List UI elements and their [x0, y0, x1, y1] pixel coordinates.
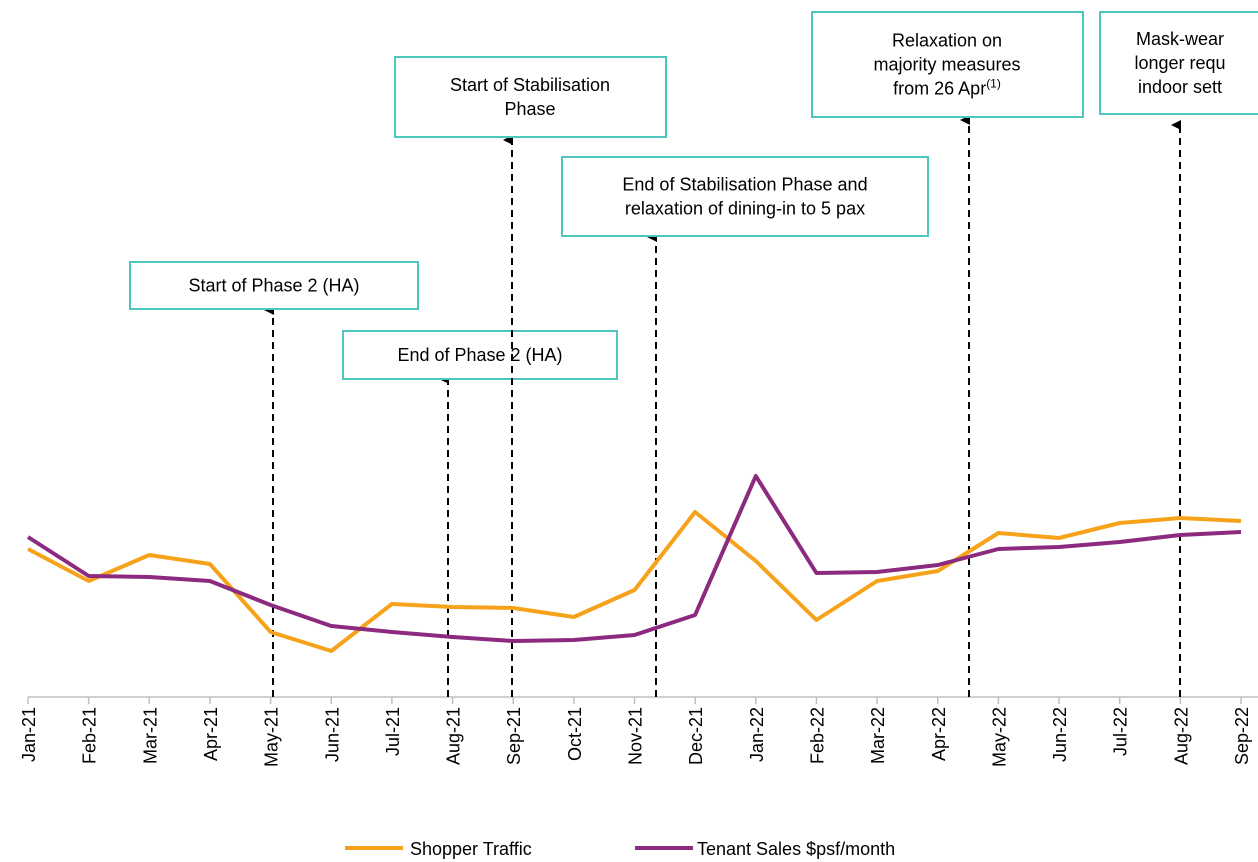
x-tick-label: Jan-22: [747, 707, 767, 762]
annotation-text: Phase: [504, 99, 555, 119]
x-tick-label: Sep-21: [504, 707, 524, 765]
annotation-text: majority measures: [873, 55, 1020, 75]
x-tick-label: Feb-21: [80, 707, 100, 764]
annotation-box: [1099, 11, 1258, 115]
annotation-box: [394, 56, 667, 138]
annotation-text: from 26 Apr(1): [893, 77, 1001, 99]
annotation-text: Start of Stabilisation: [450, 75, 610, 95]
annotation-text: Mask-wear: [1136, 29, 1224, 49]
annotation-text: Start of Phase 2 (HA): [188, 276, 359, 296]
x-tick-label: Nov-21: [626, 707, 646, 765]
x-tick-label: May-22: [989, 707, 1009, 767]
x-tick-label: Jul-22: [1111, 707, 1131, 756]
series-line: [26, 474, 1242, 643]
annotation-text: End of Phase 2 (HA): [397, 345, 562, 365]
x-tick-label: Jul-21: [383, 707, 403, 756]
annotation-box: [129, 261, 419, 310]
x-tick-label: Jan-21: [19, 707, 39, 762]
annotation-text: relaxation of dining-in to 5 pax: [625, 199, 865, 219]
annotation-text: Relaxation on: [892, 31, 1002, 51]
annotation-box: [342, 330, 618, 380]
x-tick-label: Aug-21: [444, 707, 464, 765]
annotation-box: [811, 11, 1084, 118]
annotation-text: longer requ: [1134, 53, 1225, 73]
x-tick-label: Sep-22: [1232, 707, 1252, 765]
annotation-box: [561, 156, 929, 237]
legend-label: Shopper Traffic: [410, 839, 532, 859]
annotation-line: from 26 Apr: [893, 79, 986, 99]
annotation-note: (1): [986, 77, 1001, 91]
x-tick-label: Oct-21: [565, 707, 585, 761]
annotation-text: indoor sett: [1138, 77, 1222, 97]
x-tick-label: Feb-22: [807, 707, 827, 764]
x-tick-label: Apr-22: [929, 707, 949, 761]
x-tick-label: Jun-21: [322, 707, 342, 762]
series-line: [27, 510, 1242, 653]
x-tick-label: Jun-22: [1050, 707, 1070, 762]
x-tick-label: Dec-21: [686, 707, 706, 765]
annotation-text: End of Stabilisation Phase and: [622, 175, 867, 195]
x-tick-label: Mar-22: [868, 707, 888, 764]
x-tick-label: Aug-22: [1171, 707, 1191, 765]
x-tick-label: Mar-21: [140, 707, 160, 764]
x-tick-label: Apr-21: [201, 707, 221, 761]
x-tick-label: May-21: [262, 707, 282, 767]
legend-label: Tenant Sales $psf/month: [697, 839, 895, 859]
